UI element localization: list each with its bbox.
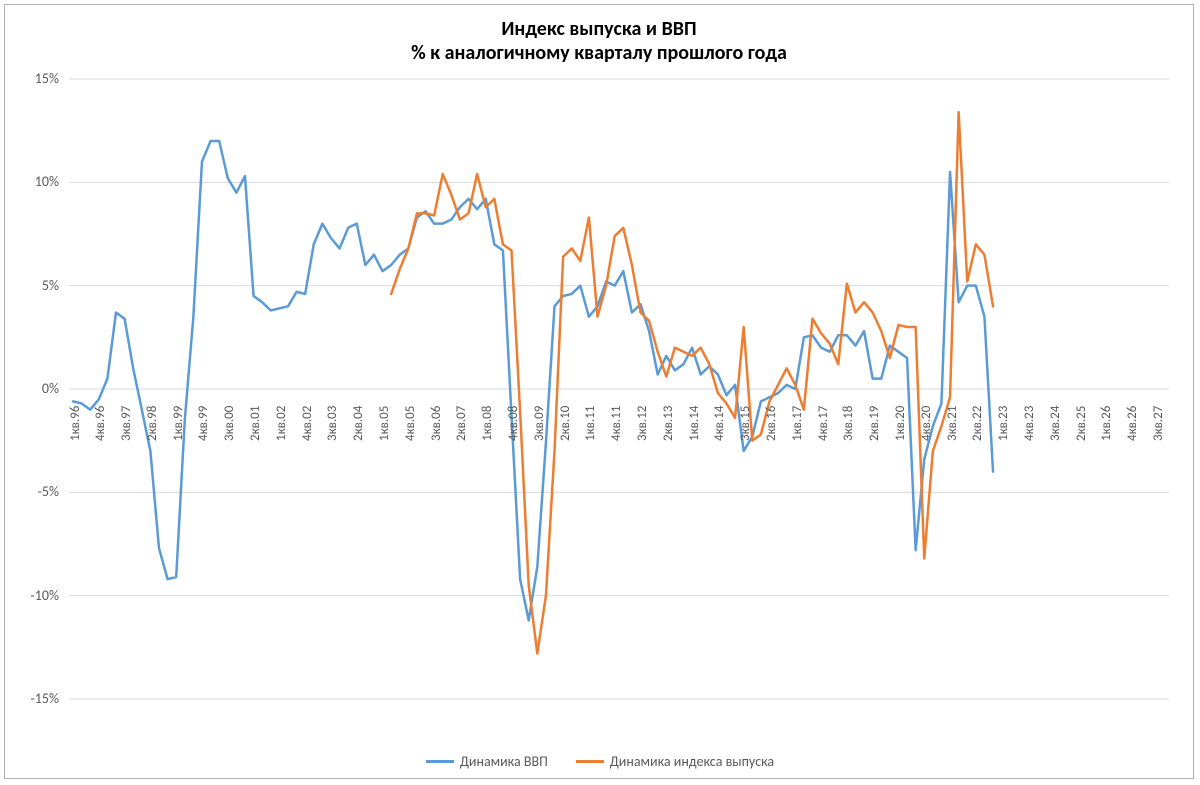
x-tick-label: 3кв.21 <box>945 406 960 441</box>
legend-item: Динамика индекса выпуска <box>576 753 774 770</box>
x-tick-label: 1кв.96 <box>68 406 83 441</box>
chart-frame: Индекс выпуска и ВВП % к аналогичному кв… <box>4 4 1194 779</box>
x-tick-label: 2кв.07 <box>454 406 469 441</box>
legend-label: Динамика ВВП <box>460 753 548 770</box>
x-tick-label: 2кв.98 <box>145 406 160 441</box>
legend-item: Динамика ВВП <box>426 753 548 770</box>
x-tick-label: 1кв.26 <box>1099 406 1114 441</box>
x-tick-label: 1кв.05 <box>377 406 392 441</box>
x-tick-label: 3кв.27 <box>1151 406 1166 441</box>
chart-title: Индекс выпуска и ВВП % к аналогичному кв… <box>5 17 1193 65</box>
x-tick-label: 3кв.24 <box>1048 406 1063 441</box>
y-tick-label: 5% <box>5 277 59 294</box>
chart-title-line1: Индекс выпуска и ВВП <box>5 17 1193 41</box>
x-tick-label: 1кв.14 <box>687 406 702 441</box>
x-tick-label: 3кв.12 <box>635 406 650 441</box>
legend-swatch <box>576 760 604 763</box>
legend: Динамика ВВП Динамика индекса выпуска <box>5 753 1195 770</box>
x-tick-label: 2кв.13 <box>661 406 676 441</box>
y-tick-label: -15% <box>5 690 59 707</box>
x-tick-label: 4кв.17 <box>816 406 831 441</box>
x-tick-label: 3кв.97 <box>119 406 134 441</box>
y-tick-label: -10% <box>5 587 59 604</box>
x-tick-label: 3кв.00 <box>222 406 237 441</box>
series-line <box>391 112 993 653</box>
y-tick-label: 10% <box>5 173 59 190</box>
x-tick-label: 3кв.09 <box>532 406 547 441</box>
x-tick-label: 1кв.11 <box>583 406 598 441</box>
x-tick-label: 2кв.04 <box>351 406 366 441</box>
x-tick-label: 3кв.03 <box>325 406 340 441</box>
series-line <box>73 141 993 620</box>
x-tick-label: 4кв.26 <box>1125 406 1140 441</box>
x-tick-label: 4кв.23 <box>1022 406 1037 441</box>
x-tick-label: 4кв.99 <box>196 406 211 441</box>
x-tick-label: 1кв.08 <box>480 406 495 441</box>
plot-area <box>69 79 1169 699</box>
x-tick-label: 2кв.22 <box>970 406 985 441</box>
x-tick-label: 1кв.17 <box>790 406 805 441</box>
chart-title-line2: % к аналогичному кварталу прошлого года <box>5 41 1193 65</box>
x-tick-label: 1кв.99 <box>171 406 186 441</box>
x-tick-label: 2кв.19 <box>867 406 882 441</box>
x-tick-label: 3кв.15 <box>738 406 753 441</box>
plot-svg <box>69 79 1169 699</box>
x-tick-label: 3кв.06 <box>429 406 444 441</box>
x-tick-label: 2кв.10 <box>558 406 573 441</box>
x-tick-label: 4кв.08 <box>506 406 521 441</box>
x-tick-label: 4кв.96 <box>93 406 108 441</box>
x-tick-label: 1кв.20 <box>893 406 908 441</box>
x-tick-label: 3кв.18 <box>841 406 856 441</box>
legend-label: Динамика индекса выпуска <box>610 753 774 770</box>
x-tick-label: 2кв.01 <box>248 406 263 441</box>
legend-swatch <box>426 760 454 763</box>
x-tick-label: 4кв.02 <box>300 406 315 441</box>
x-tick-label: 2кв.25 <box>1074 406 1089 441</box>
x-tick-label: 4кв.14 <box>712 406 727 441</box>
y-tick-label: 15% <box>5 70 59 87</box>
x-tick-label: 4кв.20 <box>919 406 934 441</box>
x-tick-label: 1кв.23 <box>996 406 1011 441</box>
y-tick-label: -5% <box>5 483 59 500</box>
y-tick-label: 0% <box>5 380 59 397</box>
x-tick-label: 2кв.16 <box>764 406 779 441</box>
x-tick-label: 1кв.02 <box>274 406 289 441</box>
x-tick-label: 4кв.05 <box>403 406 418 441</box>
x-tick-label: 4кв.11 <box>609 406 624 441</box>
